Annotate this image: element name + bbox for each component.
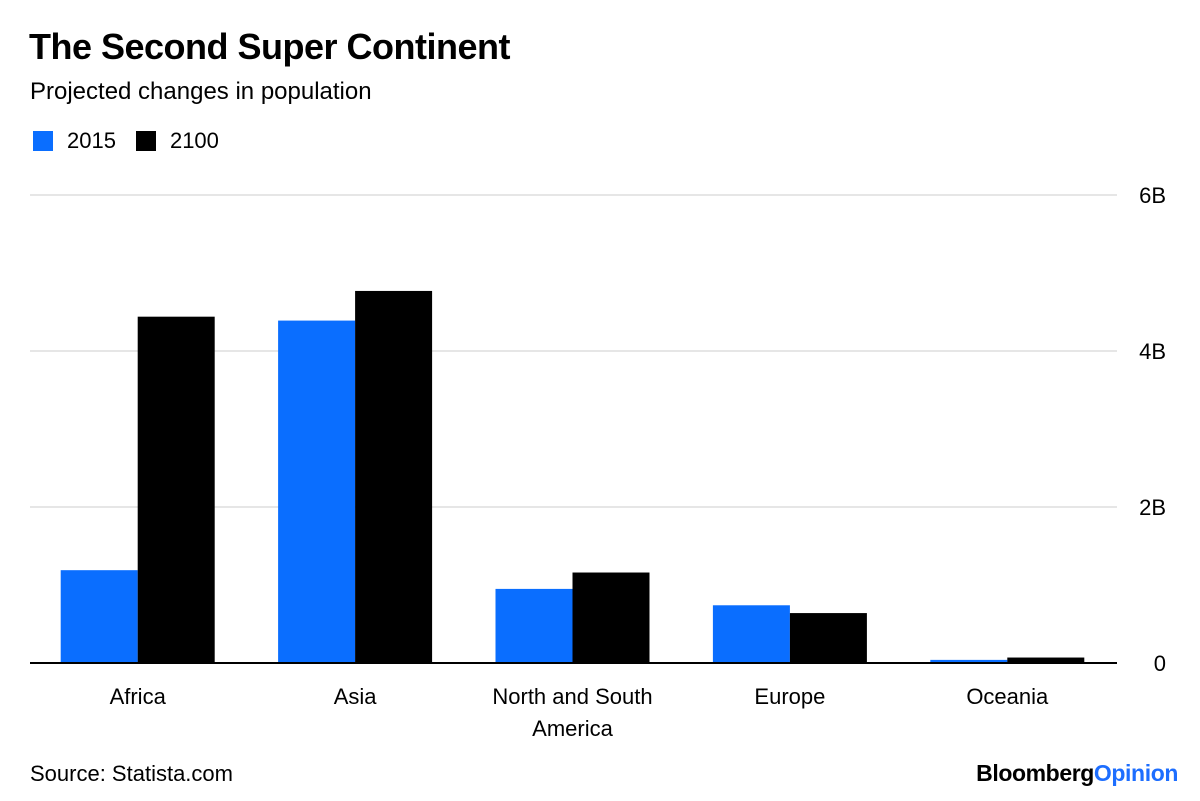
bar-chart: 0 2B 4B 6B Africa Asia North and South America E… xyxy=(30,183,1166,741)
x-category-label: America xyxy=(532,716,613,741)
source-note: Source: Statista.com xyxy=(30,761,233,786)
legend-item-2015: 2015 xyxy=(33,128,116,154)
legend-swatch-2100 xyxy=(135,131,156,151)
legend-item-2100: 2100 xyxy=(135,128,219,154)
chart-subtitle: Projected changes in population xyxy=(30,78,372,105)
y-tick-label: 0 xyxy=(1154,651,1166,676)
bar-2100 xyxy=(355,290,433,663)
bar-2100 xyxy=(137,316,215,663)
bar-2015 xyxy=(930,659,1008,663)
bar-2015 xyxy=(495,588,573,663)
x-category-label: Europe xyxy=(754,684,825,709)
chart-title: The Second Super Continent xyxy=(29,26,511,67)
bar-2100 xyxy=(789,613,867,663)
y-tick-label: 4B xyxy=(1139,339,1166,364)
y-tick-label: 2B xyxy=(1139,495,1166,520)
legend-swatch-2015 xyxy=(33,131,53,151)
x-category-label: Africa xyxy=(110,684,167,709)
brand-accent: Opinion xyxy=(1093,760,1178,786)
bar-2015 xyxy=(278,320,356,663)
bar-2100 xyxy=(1007,657,1085,663)
x-category-label: Oceania xyxy=(966,684,1049,709)
bar-2015 xyxy=(60,570,138,663)
legend-label-2100: 2100 xyxy=(169,128,219,153)
brand-logo: BloombergOpinion xyxy=(976,760,1178,787)
y-tick-label: 6B xyxy=(1139,183,1166,208)
legend-label-2015: 2015 xyxy=(67,128,116,153)
bar-2100 xyxy=(572,572,650,663)
legend: 2015 2100 xyxy=(33,128,239,154)
brand-main: Bloomberg xyxy=(976,760,1094,786)
x-category-label: North and South xyxy=(492,684,652,709)
bar-2015 xyxy=(712,605,790,663)
x-category-label: Asia xyxy=(334,684,378,709)
